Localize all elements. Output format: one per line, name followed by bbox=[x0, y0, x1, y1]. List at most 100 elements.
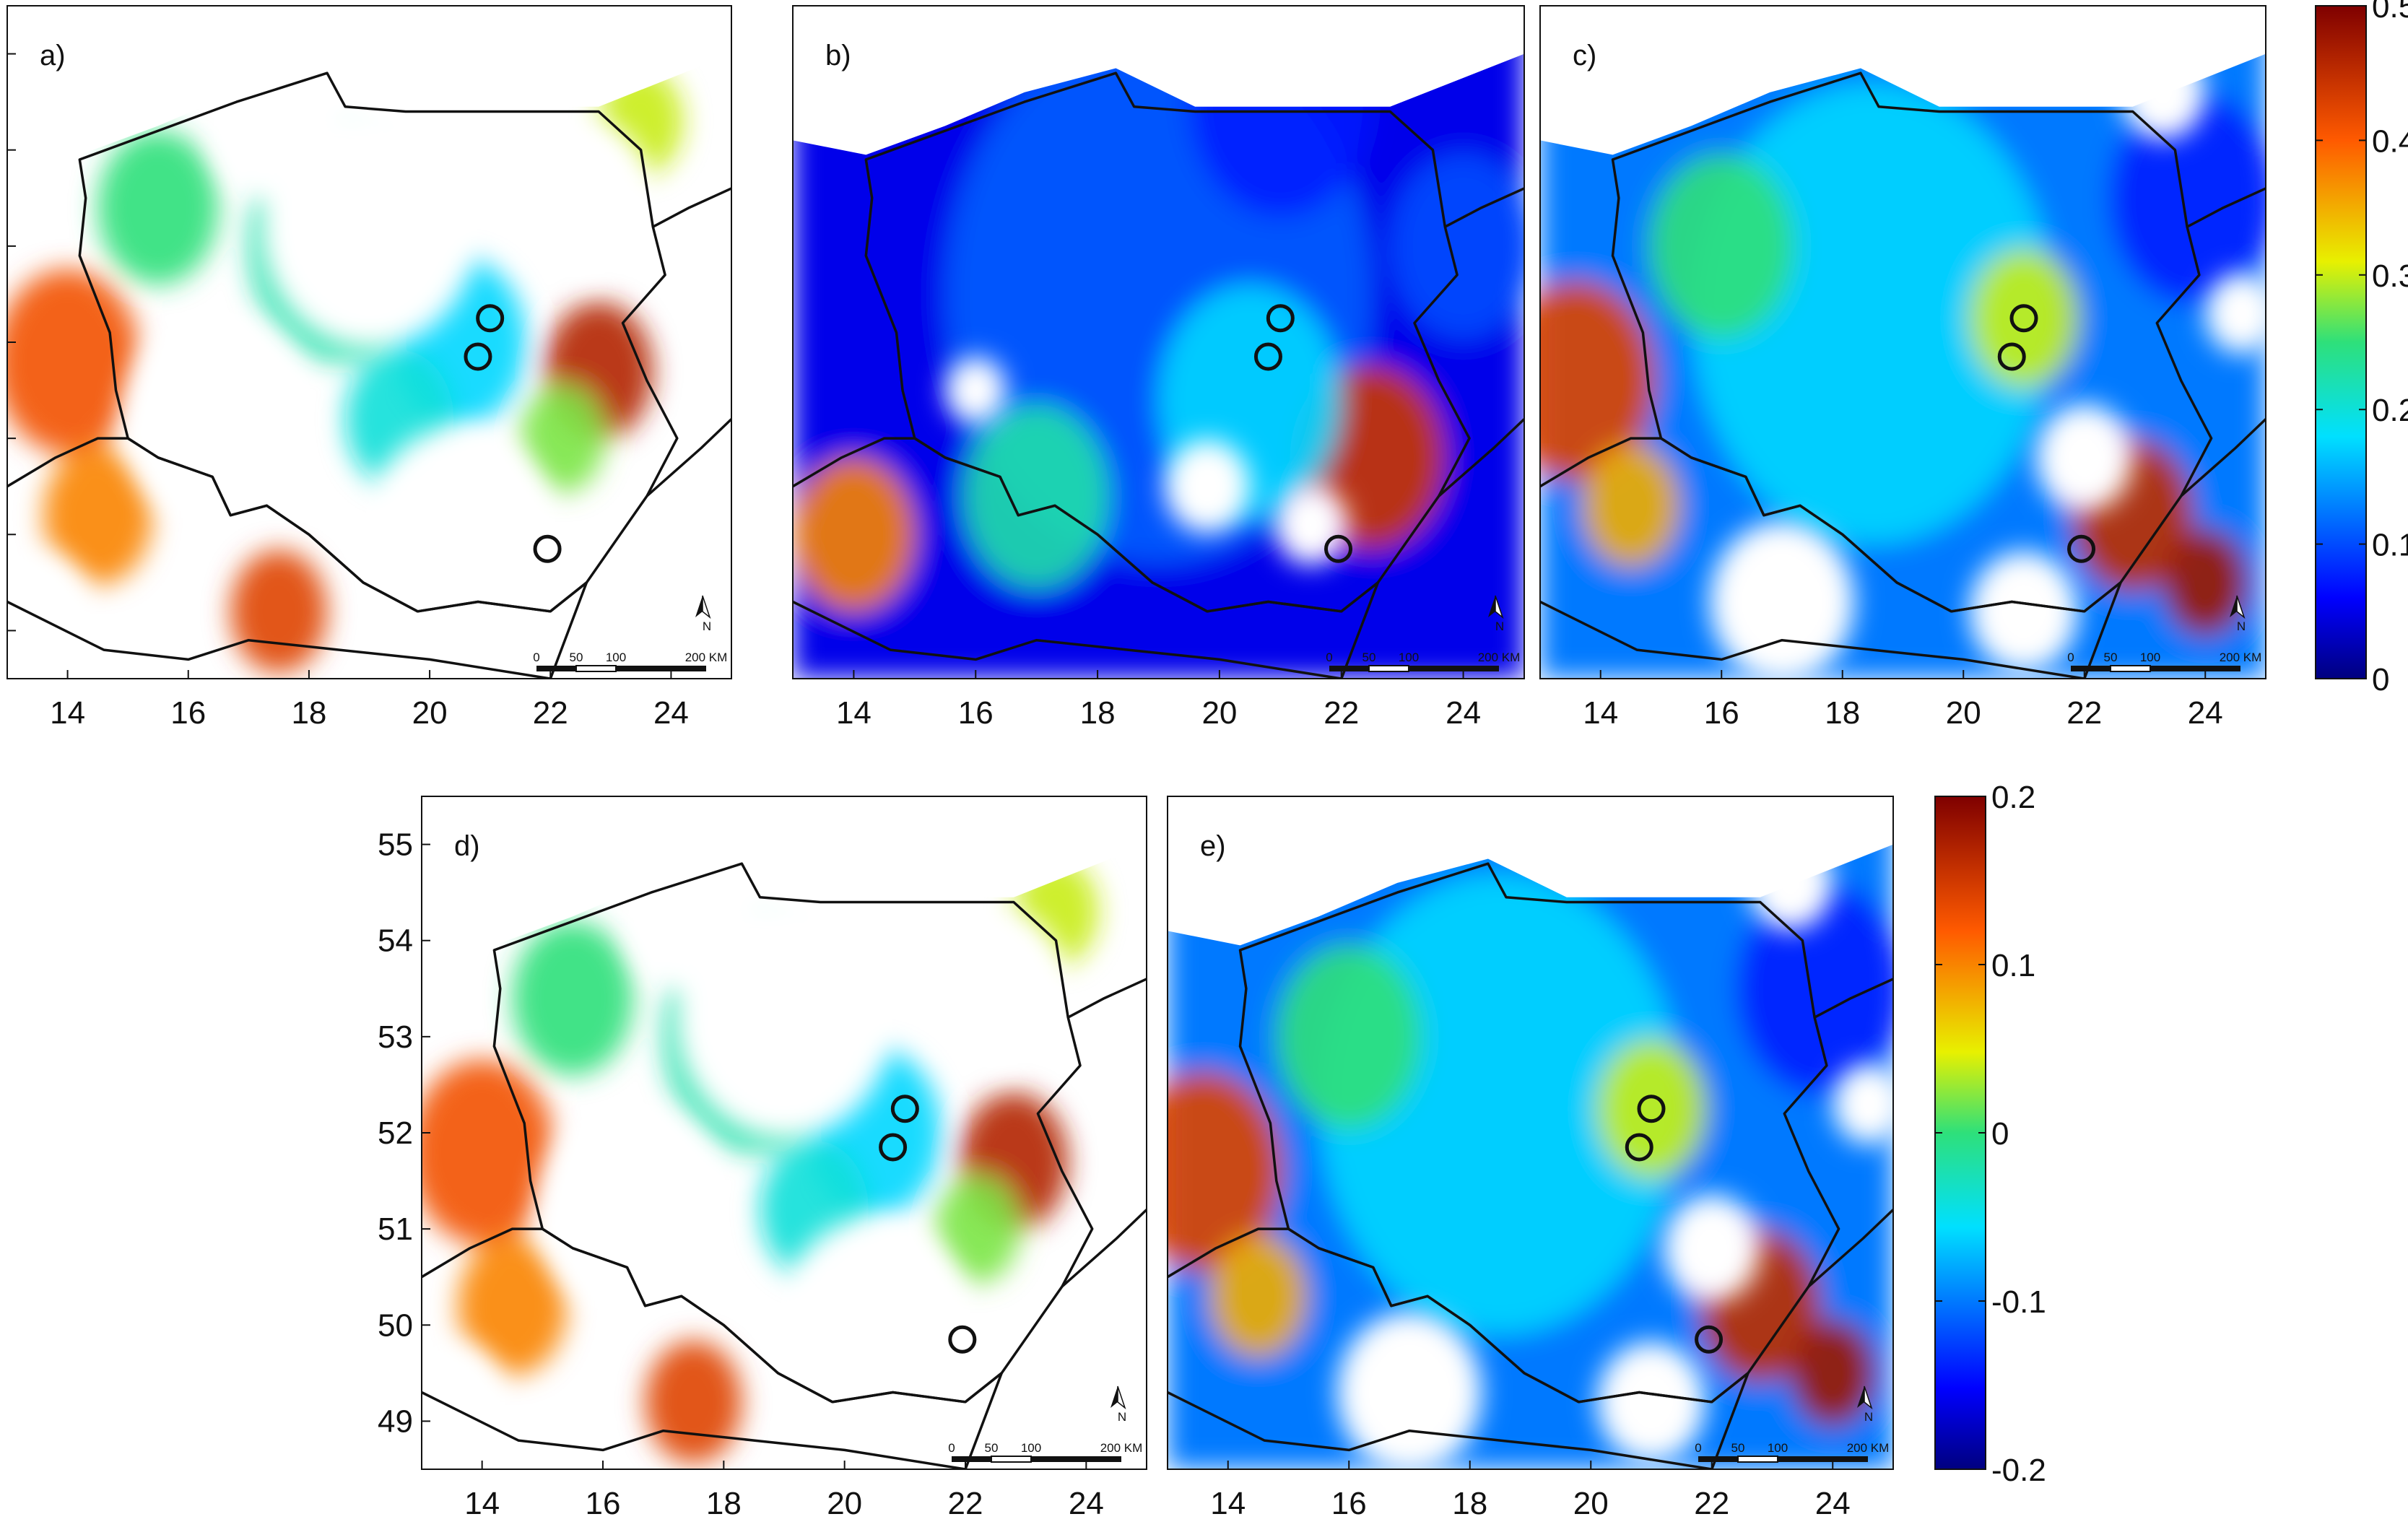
slovakia-hungary-border bbox=[422, 1372, 1003, 1469]
latitude-tick-label: 54 bbox=[378, 923, 413, 959]
latitude-tick-label: 49 bbox=[378, 1404, 413, 1439]
southern-border bbox=[1540, 437, 2122, 613]
longitude-tick-label: 16 bbox=[1331, 1486, 1367, 1521]
longitude-tick-label: 20 bbox=[1946, 695, 1981, 731]
longitude-tick-label: 22 bbox=[533, 695, 568, 731]
colorbar-tick-label: 0.3 bbox=[2372, 258, 2408, 294]
latitude-tick-label: 53 bbox=[378, 1019, 413, 1055]
colorbar-tick-label: 0.4 bbox=[2372, 123, 2408, 159]
station-marker bbox=[948, 1325, 977, 1354]
colorbar-tick-label: 0 bbox=[1991, 1116, 2009, 1152]
station-marker bbox=[1253, 342, 1282, 371]
belarus-lithuania-border bbox=[1444, 187, 1524, 228]
scale-label: 100 bbox=[1399, 651, 1419, 664]
map-panel-d: d) 0 50 100 200 KM N 14 16 18 20 22 24 55 54 53 52 51 50 4… bbox=[378, 796, 1147, 1521]
latitude-tick-label: 50 bbox=[378, 1308, 413, 1343]
station-marker bbox=[1324, 534, 1353, 563]
southern-border bbox=[1168, 1227, 1750, 1404]
longitude-tick-label: 16 bbox=[586, 1486, 621, 1521]
scale-label: 100 bbox=[1768, 1441, 1788, 1455]
colorbar-tick-label: -0.2 bbox=[1991, 1453, 2046, 1488]
colorbar-tick-label: 0.2 bbox=[2372, 393, 2408, 428]
panel-label: a) bbox=[40, 40, 66, 71]
colorbar-top: 0.5 0.4 0.3 0.2 0.1 0 bbox=[2315, 0, 2408, 697]
southern-border bbox=[793, 437, 1379, 613]
scale-bar: 0 50 100 200 KM bbox=[948, 1441, 1142, 1463]
longitude-tick-label: 14 bbox=[464, 1486, 500, 1521]
north-label: N bbox=[1118, 1410, 1126, 1424]
scale-label: 50 bbox=[2104, 651, 2118, 664]
ukraine-belarus-border bbox=[1061, 1209, 1147, 1288]
ukraine-belarus-border bbox=[1807, 1209, 1893, 1288]
data-field bbox=[422, 796, 1147, 1469]
scale-label: 0 bbox=[533, 651, 539, 664]
southern-border bbox=[7, 437, 588, 613]
scale-bar: 0 50 100 200 KM bbox=[2067, 651, 2262, 672]
scale-label: 200 KM bbox=[1847, 1441, 1890, 1455]
baltic-sea bbox=[793, 6, 1524, 155]
scale-label: 100 bbox=[1021, 1441, 1041, 1455]
longitude-tick-label: 20 bbox=[827, 1486, 862, 1521]
scale-label: 50 bbox=[985, 1441, 999, 1455]
map-panel-b: b) 0 50 100 200 KM N 14 16 18 20 22 24 bbox=[792, 5, 1525, 731]
longitude-tick-label: 14 bbox=[1210, 1486, 1246, 1521]
station-marker bbox=[890, 1095, 919, 1123]
ukraine-belarus-border bbox=[646, 418, 731, 497]
station-marker bbox=[2009, 304, 2038, 333]
longitude-tick-label: 18 bbox=[1452, 1486, 1487, 1521]
colorbar-tick-label: 0.5 bbox=[2372, 0, 2408, 25]
station-marker bbox=[1266, 304, 1295, 333]
north-label: N bbox=[1495, 619, 1504, 633]
slovakia-hungary-border bbox=[793, 582, 1380, 679]
scale-label: 50 bbox=[1362, 651, 1376, 664]
scale-label: 0 bbox=[1326, 651, 1332, 664]
panel-label: b) bbox=[825, 40, 851, 71]
north-label: N bbox=[2237, 619, 2246, 633]
scale-label: 50 bbox=[1731, 1441, 1745, 1455]
longitude-tick-label: 18 bbox=[291, 695, 326, 731]
ukraine-belarus-border bbox=[1438, 418, 1524, 497]
station-marker bbox=[464, 342, 492, 371]
longitude-tick-label: 22 bbox=[1694, 1486, 1729, 1521]
slovakia-hungary-border bbox=[1540, 582, 2122, 679]
longitude-tick-label: 16 bbox=[170, 695, 206, 731]
panel-label: e) bbox=[1200, 830, 1226, 862]
colorbar-bottom: 0.2 0.1 0 -0.1 -0.2 bbox=[1934, 780, 2046, 1488]
baltic-sea bbox=[1168, 796, 1893, 946]
longitude-tick-label: 22 bbox=[1323, 695, 1359, 731]
longitude-tick-label: 16 bbox=[1704, 695, 1739, 731]
longitude-tick-label: 18 bbox=[706, 1486, 742, 1521]
longitude-tick-label: 16 bbox=[958, 695, 994, 731]
scale-label: 50 bbox=[570, 651, 583, 664]
data-field bbox=[7, 6, 731, 679]
colorbar-tick-label: 0 bbox=[2372, 662, 2389, 697]
data-field bbox=[1168, 796, 1893, 1469]
longitude-tick-label: 20 bbox=[1201, 695, 1237, 731]
scale-label: 0 bbox=[948, 1441, 955, 1455]
longitude-tick-label: 20 bbox=[412, 695, 448, 731]
latitude-tick-label: 55 bbox=[378, 827, 413, 863]
colorbar-tick-label: 0.1 bbox=[2372, 528, 2408, 563]
longitude-tick-label: 24 bbox=[1069, 1486, 1104, 1521]
station-marker bbox=[476, 304, 505, 333]
scale-bar: 0 50 100 200 KM bbox=[1326, 651, 1520, 672]
data-field bbox=[793, 6, 1524, 679]
scale-bar: 0 50 100 200 KM bbox=[533, 651, 727, 672]
map-panel-c: c) 0 50 100 200 KM N 14 16 18 20 22 24 bbox=[1539, 5, 2266, 731]
panel-label: d) bbox=[454, 830, 480, 862]
longitude-tick-label: 18 bbox=[1825, 695, 1860, 731]
north-label: N bbox=[1864, 1410, 1873, 1424]
map-panel-e: e) 0 50 100 200 KM N 14 16 18 20 22 24 bbox=[1167, 796, 1894, 1521]
longitude-tick-label: 24 bbox=[2188, 695, 2223, 731]
data-field bbox=[1540, 6, 2266, 679]
station-marker bbox=[1637, 1095, 1666, 1123]
colorbar-tick-label: 0.2 bbox=[1991, 780, 2035, 815]
station-marker bbox=[533, 534, 562, 563]
station-marker bbox=[879, 1133, 908, 1162]
scale-label: 200 KM bbox=[2220, 651, 2262, 664]
latitude-tick-label: 52 bbox=[378, 1115, 413, 1151]
longitude-tick-label: 24 bbox=[1815, 1486, 1851, 1521]
station-marker bbox=[1695, 1325, 1724, 1354]
latitude-tick-label: 51 bbox=[378, 1211, 413, 1247]
